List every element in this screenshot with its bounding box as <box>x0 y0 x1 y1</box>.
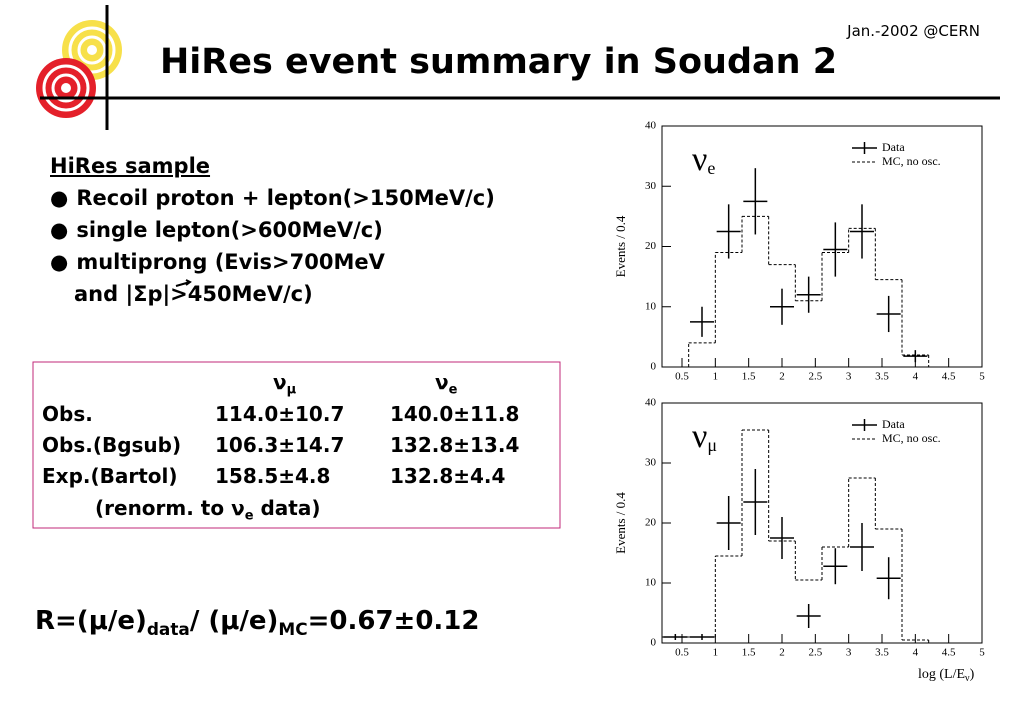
annotation: νμ <box>692 418 717 455</box>
formula: R=(μ/e)data/ (μ/e)MC=0.67±0.12 <box>35 606 479 639</box>
header-text: ν <box>435 370 449 394</box>
x-tick-label: 4 <box>913 371 919 383</box>
table-cell: 158.5±4.8 <box>215 464 331 488</box>
header-sub: e <box>448 382 458 398</box>
y-tick-label: 30 <box>645 180 657 192</box>
table-cell: 132.8±13.4 <box>390 433 520 457</box>
formula-text: R=(μ/e) <box>35 606 147 636</box>
logo <box>36 5 1000 130</box>
x-tick-label: 1.5 <box>742 371 756 383</box>
row-label: Obs. <box>42 402 93 426</box>
y-tick-label: 10 <box>645 300 657 312</box>
note-sub: e <box>244 508 254 524</box>
legend-label: MC, no osc. <box>882 154 941 168</box>
y-tick-label: 10 <box>645 577 657 589</box>
bullet-line: ● single lepton(>600MeV/c) <box>50 218 383 242</box>
y-tick-label: 0 <box>651 637 657 649</box>
formula-tail: =0.67±0.12 <box>307 606 480 636</box>
bullet-text: single lepton(>600MeV/c) <box>76 218 383 242</box>
x-tick-label: 3.5 <box>875 371 889 383</box>
annotation: νe <box>692 141 715 178</box>
legend-label: Data <box>882 140 905 154</box>
vector-arrow <box>175 279 192 287</box>
annotation-text: ν <box>692 141 707 178</box>
bullet-text: multiprong (Evis>700MeV <box>76 250 385 274</box>
x-label-sub: ν <box>965 673 970 684</box>
x-label-tail: ) <box>970 667 975 682</box>
y-tick-label: 30 <box>645 457 657 469</box>
x-tick-label: 1 <box>713 647 719 659</box>
date: Jan.-2002 @CERN <box>847 22 980 40</box>
bullet-line: ● multiprong (Evis>700MeV <box>50 250 385 274</box>
row-label: Obs.(Bgsub) <box>42 433 182 457</box>
x-tick-label: 2.5 <box>808 371 822 383</box>
bullet-dot: ● <box>50 186 69 210</box>
note-tail: data) <box>253 496 321 520</box>
bullet-text: and |Σp|>450MeV/c) <box>74 282 313 306</box>
formula-sub: data <box>146 618 190 639</box>
x-tick-label: 2.5 <box>808 647 822 659</box>
x-tick-label: 4.5 <box>942 371 956 383</box>
column-header: νe <box>435 370 457 398</box>
x-tick-label: 2 <box>779 371 785 383</box>
annotation-sub: μ <box>707 435 717 455</box>
table-cell: 140.0±11.8 <box>390 402 520 426</box>
title: HiRes event summary in Soudan 2 <box>160 42 838 82</box>
chart: 0 10 20 30 40 0.5 1 1.5 2 2.5 3 3.5 4 4.5 5 Events / 0.… <box>613 120 985 383</box>
legend-label: MC, no osc. <box>882 431 941 445</box>
y-tick-label: 20 <box>645 240 657 252</box>
x-tick-label: 4.5 <box>942 647 956 659</box>
sample-heading: HiRes sample <box>50 154 211 178</box>
chart: 0 10 20 30 40 0.5 1 1.5 2 2.5 3 3.5 4 4.5 5 Events / 0.… <box>613 397 985 685</box>
annotation-text: ν <box>692 418 707 455</box>
row-label: Exp.(Bartol) <box>42 464 178 488</box>
table-note: (renorm. to νe data) <box>95 496 321 524</box>
x-axis-label: log (L/Eν) <box>918 667 975 684</box>
column-header: νμ <box>273 370 296 398</box>
x-tick-label: 3.5 <box>875 647 889 659</box>
table-cell: 106.3±14.7 <box>215 433 345 457</box>
x-tick-label: 1.5 <box>742 647 756 659</box>
legend-label: Data <box>882 417 905 431</box>
y-axis-label: Events / 0.4 <box>613 215 628 277</box>
annotation-sub: e <box>707 158 715 178</box>
header-text: ν <box>273 370 287 394</box>
bullet-dot: ● <box>50 218 69 242</box>
x-tick-label: 2 <box>779 647 785 659</box>
x-tick-label: 3 <box>846 647 852 659</box>
x-tick-label: 0.5 <box>675 371 689 383</box>
bullet-dot: ● <box>50 250 69 274</box>
bullet-line: ● Recoil proton + lepton(>150MeV/c) <box>50 186 495 210</box>
y-tick-label: 0 <box>651 361 657 373</box>
x-tick-label: 3 <box>846 371 852 383</box>
table-cell: 132.8±4.4 <box>390 464 506 488</box>
y-tick-label: 40 <box>645 397 657 409</box>
y-axis-label: Events / 0.4 <box>613 492 628 554</box>
header-sub: μ <box>286 382 297 398</box>
bullet-text: Recoil proton + lepton(>150MeV/c) <box>76 186 495 210</box>
y-tick-label: 20 <box>645 517 657 529</box>
note-text: (renorm. to ν <box>95 496 245 520</box>
y-tick-label: 40 <box>645 120 657 132</box>
x-tick-label: 0.5 <box>675 647 689 659</box>
formula-sub: MC <box>278 618 308 639</box>
table-frame <box>32 361 561 529</box>
x-label-text: log (L/E <box>918 667 965 682</box>
x-tick-label: 1 <box>713 371 719 383</box>
x-tick-label: 4 <box>913 647 919 659</box>
x-tick-label: 5 <box>979 371 985 383</box>
bullet-line: and |Σp|>450MeV/c) <box>74 282 313 306</box>
x-tick-label: 5 <box>979 647 985 659</box>
table-cell: 114.0±10.7 <box>215 402 345 426</box>
formula-text: / (μ/e) <box>189 606 279 636</box>
